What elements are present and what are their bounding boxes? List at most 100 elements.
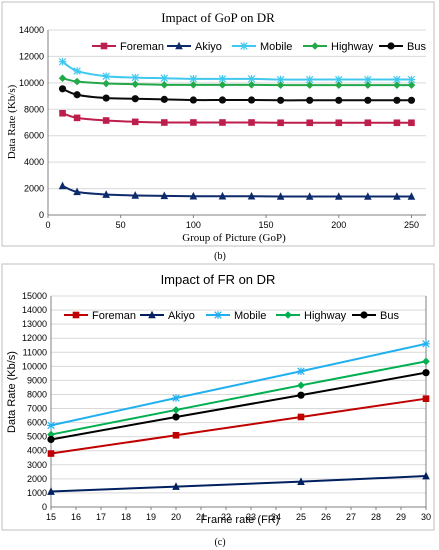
series-line	[50, 371, 427, 441]
data-point	[407, 81, 416, 89]
data-point	[172, 482, 180, 490]
legend-label: Highway	[331, 41, 374, 53]
data-point	[172, 406, 180, 414]
data-point	[408, 119, 415, 127]
data-point	[102, 190, 110, 198]
y-tick-label: 1000	[27, 488, 47, 498]
y-tick-label: 8000	[27, 389, 47, 399]
legend-item-foreman: Foreman	[92, 41, 164, 53]
data-point	[161, 119, 168, 126]
data-point	[364, 119, 372, 127]
data-point	[305, 81, 314, 89]
x-tick-label: 18	[121, 512, 131, 522]
x-tick-label: 28	[371, 512, 381, 522]
data-point	[276, 192, 285, 200]
data-point	[131, 118, 139, 126]
data-point	[58, 57, 67, 66]
data-point	[47, 430, 55, 439]
x-tick-label: 22	[221, 512, 231, 522]
series-highway	[47, 357, 430, 439]
data-point	[47, 487, 55, 495]
y-tick-label: 6000	[24, 131, 44, 141]
legend-item-akiyo: Akiyo	[140, 310, 195, 322]
data-point	[277, 119, 284, 127]
y-axis-label: Data Rate (Kb/s)	[6, 351, 18, 433]
legend-item-bus: Bus	[352, 310, 399, 322]
data-point	[335, 119, 343, 127]
data-point	[73, 187, 81, 196]
y-tick-label: 10000	[19, 78, 44, 88]
data-point	[305, 192, 314, 200]
legend-item-mobile: Mobile	[232, 41, 292, 53]
legend-marker	[175, 41, 183, 50]
data-point	[306, 119, 313, 127]
x-tick-label: 21	[196, 512, 206, 522]
data-point	[393, 119, 401, 127]
y-tick-label: 2000	[27, 474, 47, 484]
legend-item-foreman: Foreman	[64, 310, 136, 322]
data-point	[297, 367, 305, 376]
data-point	[218, 96, 227, 104]
legend-label: Highway	[304, 310, 347, 322]
data-point	[131, 73, 140, 82]
x-tick-label: 26	[321, 512, 331, 522]
series-foreman	[59, 109, 415, 127]
data-point	[305, 75, 314, 84]
x-tick-label: 19	[146, 512, 156, 522]
y-tick-label: 0	[39, 210, 44, 220]
y-tick-label: 6000	[27, 418, 47, 428]
legend-label: Bus	[407, 41, 426, 53]
y-tick-label: 4000	[27, 446, 47, 456]
legend-marker	[72, 311, 80, 319]
series-akiyo	[47, 471, 430, 495]
legend-label: Mobile	[234, 310, 266, 322]
data-point	[247, 75, 256, 83]
data-point	[131, 191, 140, 199]
data-point	[160, 95, 168, 103]
legend-marker	[148, 310, 156, 319]
legend-item-mobile: Mobile	[206, 310, 266, 322]
data-point	[172, 413, 180, 421]
x-tick-label: 20	[171, 512, 181, 522]
data-point	[276, 81, 285, 89]
legend-marker	[387, 42, 395, 50]
data-point	[335, 96, 343, 104]
y-tick-label: 0	[42, 502, 47, 512]
series-akiyo	[58, 181, 416, 200]
chart-fr: Impact of FR on DR 0 1000 2000 3000 4000 5000…	[1, 263, 435, 531]
y-tick-label: 4000	[24, 157, 44, 167]
data-point	[407, 192, 416, 200]
legend-item-bus: Bus	[379, 41, 426, 53]
legend-label: Foreman	[92, 310, 136, 322]
data-point	[297, 413, 305, 421]
data-point	[393, 81, 401, 89]
y-tick-label: 8000	[24, 104, 44, 114]
x-tick-label: 17	[96, 512, 106, 522]
y-tick-label: 12000	[19, 51, 44, 61]
chart-title: Impact of FR on DR	[161, 272, 276, 287]
legend-marker	[240, 42, 248, 50]
y-tick-label: 9000	[27, 375, 47, 385]
x-tick-label: 30	[421, 512, 431, 522]
y-tick-label: 14000	[22, 305, 47, 315]
series-line	[50, 475, 427, 493]
data-point	[172, 431, 180, 439]
data-point	[277, 96, 285, 104]
data-point	[73, 67, 81, 75]
legend-marker	[100, 42, 108, 50]
data-point	[422, 471, 430, 480]
x-tick-label: 25	[296, 512, 306, 522]
data-point	[172, 394, 180, 402]
chart-title: Impact of GoP on DR	[161, 10, 275, 25]
x-tick-label: 50	[116, 220, 126, 230]
x-tick-label: 250	[404, 220, 419, 230]
data-point	[47, 450, 55, 457]
y-axis-label: Data Rate (Kb/s)	[6, 84, 18, 159]
data-point	[47, 421, 55, 430]
series-highway	[58, 74, 416, 89]
chart-gop: Impact of GoP on DR 02000400060008000100…	[1, 1, 435, 247]
y-tick-label: 5000	[27, 432, 47, 442]
chart-frame	[1, 1, 435, 247]
data-point	[218, 81, 227, 89]
x-tick-label: 27	[346, 512, 356, 522]
